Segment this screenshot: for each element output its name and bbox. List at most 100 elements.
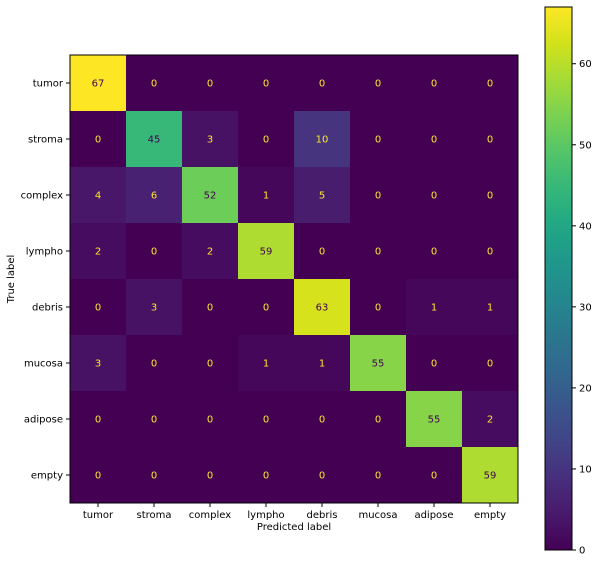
- cell-value-label: 0: [487, 79, 493, 90]
- cell-value-label: 0: [375, 79, 381, 90]
- heatmap-cell: [294, 111, 351, 168]
- x-axis-ticks: tumor stroma complex lympho debris mucosa adip…: [83, 503, 506, 521]
- heatmap-cell: [294, 391, 351, 448]
- cell-value-label: 59: [484, 471, 497, 482]
- heatmap-cell: [350, 279, 407, 336]
- cell-value-label: 55: [372, 359, 385, 370]
- heatmap-cell: [406, 111, 463, 168]
- heatmap-cell: [70, 279, 127, 336]
- heatmap-cell: [182, 447, 239, 504]
- heatmap-cell: [462, 335, 519, 392]
- heatmap-cell: [294, 335, 351, 392]
- cell-value-label: 10: [316, 135, 329, 146]
- cell-value-label: 0: [431, 359, 437, 370]
- heatmap-cell: [126, 447, 183, 504]
- cell-value-label: 0: [263, 471, 269, 482]
- heatmap-cell: [238, 223, 295, 280]
- heatmap-cell: [70, 167, 127, 224]
- cell-value-label: 5: [319, 191, 325, 202]
- cell-value-label: 67: [92, 79, 105, 90]
- cell-value-label: 0: [207, 359, 213, 370]
- colorbar: [544, 6, 573, 551]
- y-tick-label: stroma: [28, 135, 63, 146]
- cell-value-label: 0: [207, 79, 213, 90]
- heatmap-cell: [406, 447, 463, 504]
- cell-value-label: 0: [487, 135, 493, 146]
- cell-value-label: 6: [151, 191, 157, 202]
- heatmap-cell: [70, 391, 127, 448]
- cell-value-label: 0: [375, 415, 381, 426]
- heatmap-cell: [182, 279, 239, 336]
- heatmap-cell: [462, 447, 519, 504]
- heatmap-cell: [126, 55, 183, 112]
- cell-value-label: 0: [263, 135, 269, 146]
- heatmap-cell: [462, 111, 519, 168]
- cell-value-label: 59: [260, 247, 273, 258]
- heatmap-cells: [70, 55, 519, 504]
- heatmap-cell: [406, 55, 463, 112]
- x-tick-label: empty: [474, 510, 506, 521]
- heatmap-cell: [350, 447, 407, 504]
- x-tick-label: tumor: [83, 510, 114, 521]
- heatmap-cell: [126, 167, 183, 224]
- cell-value-label: 2: [207, 247, 213, 258]
- heatmap-cell: [238, 391, 295, 448]
- y-tick-label: complex: [21, 191, 63, 202]
- colorbar-tick-label: 60: [579, 59, 592, 70]
- heatmap-cell: [294, 279, 351, 336]
- plot-frame: [69, 54, 519, 504]
- heatmap-cell: [126, 335, 183, 392]
- heatmap-cell: [462, 223, 519, 280]
- heatmap-cell: [126, 391, 183, 448]
- colorbar-tick-label: 50: [579, 140, 592, 151]
- y-tick-label: empty: [31, 471, 63, 482]
- cell-value-label: 3: [95, 359, 101, 370]
- heatmap-cell: [126, 279, 183, 336]
- cell-value-label: 3: [207, 135, 213, 146]
- cell-value-label: 0: [431, 191, 437, 202]
- heatmap-cell: [238, 447, 295, 504]
- heatmap-cell: [406, 167, 463, 224]
- x-tick-label: lympho: [247, 510, 284, 521]
- y-tick-label: lympho: [26, 247, 63, 258]
- heatmap-cell: [462, 391, 519, 448]
- cell-value-label: 0: [207, 471, 213, 482]
- heatmap-cell: [406, 335, 463, 392]
- heatmap-cell: [182, 391, 239, 448]
- heatmap-cell: [462, 167, 519, 224]
- y-tick-label: debris: [32, 303, 63, 314]
- cell-value-label: 0: [431, 79, 437, 90]
- cell-value-label: 0: [375, 191, 381, 202]
- cell-value-label: 0: [95, 415, 101, 426]
- cell-value-label: 0: [375, 247, 381, 258]
- cell-value-label: 1: [263, 359, 269, 370]
- cell-value-label: 0: [319, 79, 325, 90]
- heatmap-cell: [406, 279, 463, 336]
- x-tick-label: stroma: [136, 510, 171, 521]
- y-tick-label: mucosa: [24, 359, 63, 370]
- heatmap-cell: [294, 167, 351, 224]
- cell-value-label: 3: [151, 303, 157, 314]
- cell-value-label: 0: [151, 79, 157, 90]
- heatmap-cell: [70, 447, 127, 504]
- colorbar-tick-label: 30: [579, 302, 592, 313]
- cell-value-label: 1: [319, 359, 325, 370]
- heatmap-cell: [70, 55, 127, 112]
- y-tick-label: tumor: [33, 79, 64, 90]
- cell-value-label: 0: [263, 415, 269, 426]
- cell-value-labels: 67 0 0 0 0 0 0 00 45 3 0 10 0 0 04 6 52 1 5 0 0 02 0 2 59 0 0 0 00 3 0…: [92, 79, 497, 482]
- heatmap-cell: [182, 167, 239, 224]
- cell-value-label: 0: [263, 79, 269, 90]
- cell-value-label: 0: [263, 303, 269, 314]
- heatmap-cell: [182, 223, 239, 280]
- colorbar-tick-label: 0: [579, 546, 585, 557]
- heatmap-cell: [182, 111, 239, 168]
- x-tick-label: complex: [189, 510, 231, 521]
- cell-value-label: 0: [95, 135, 101, 146]
- heatmap-cell: [182, 335, 239, 392]
- cell-value-label: 4: [95, 191, 101, 202]
- heatmap-cell: [350, 167, 407, 224]
- heatmap-cell: [126, 223, 183, 280]
- x-tick-label: debris: [307, 510, 338, 521]
- heatmap-cell: [238, 167, 295, 224]
